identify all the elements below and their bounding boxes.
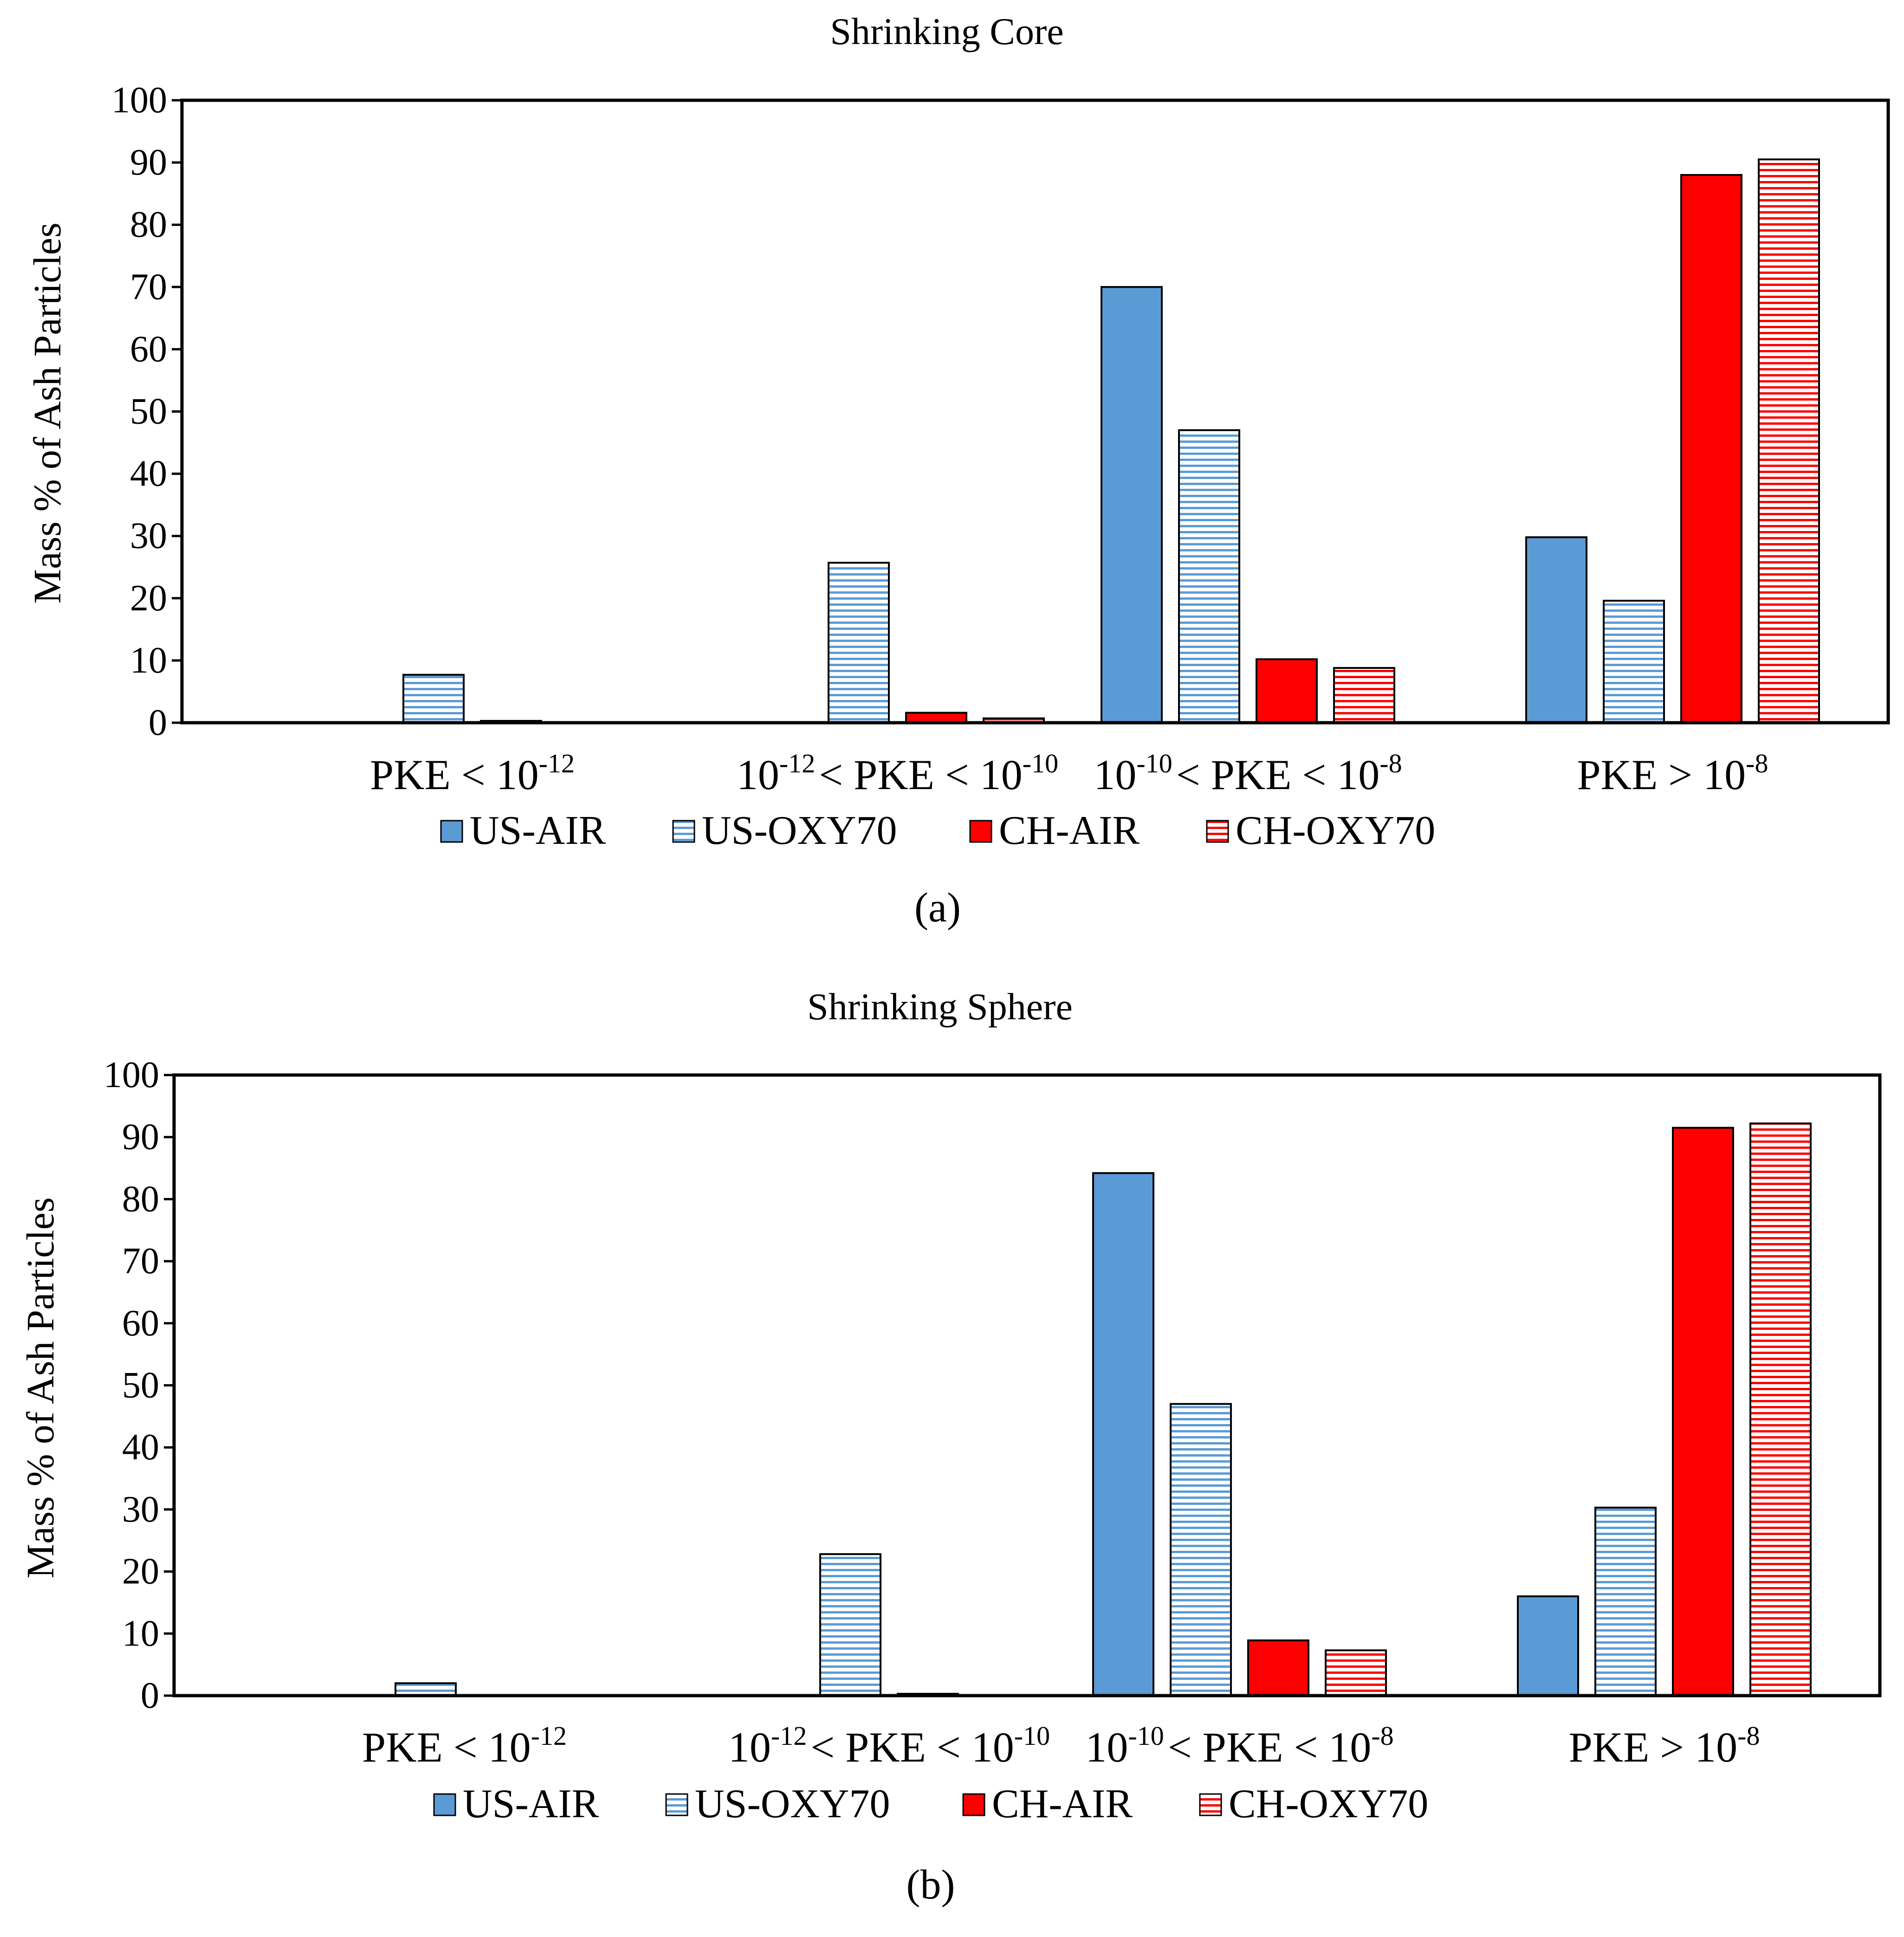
y-tick-label: 50	[130, 391, 167, 432]
bar-ch-air-2	[1247, 1639, 1309, 1697]
legend-swatch	[440, 820, 463, 843]
category-label: 10-10< PKE < 10-8	[1085, 1721, 1393, 1771]
legend-swatch	[969, 820, 992, 843]
legend-swatch	[433, 1793, 456, 1816]
category-labels-b: PKE < 10-12 10-12< PKE < 10-10 10-10< PKE …	[362, 1721, 1760, 1771]
y-tick-label: 50	[122, 1365, 159, 1406]
y-ticks-b: 0 10 20 30 40 50 60 70 80 90 100	[104, 1055, 174, 1716]
y-tick-label: 60	[122, 1303, 159, 1344]
legend-label: CH-AIR	[999, 808, 1140, 853]
y-tick-label: 80	[130, 204, 167, 245]
y-tick-label: 90	[122, 1117, 159, 1158]
bar-us-air-3	[1525, 536, 1587, 724]
y-ticks-a: 0 10 20 30 40 50 60 70 80 90 100	[111, 80, 182, 743]
bar-ch-air-3	[1680, 174, 1742, 724]
category-label: 10-12< PKE < 10-10	[728, 1721, 1050, 1771]
caption-a: (a)	[914, 885, 961, 931]
y-tick-label: 0	[149, 702, 167, 743]
y-tick-label: 30	[122, 1489, 159, 1530]
legend-b: US-AIR US-OXY70 CH-AIR CH-OXY70	[433, 1782, 1428, 1827]
legend-label: US-AIR	[470, 808, 606, 853]
bar-us-oxy70-2	[1170, 1403, 1232, 1697]
bar-us-air-2	[1092, 1172, 1154, 1697]
legend-swatch	[665, 1793, 688, 1816]
bar-ch-oxy70-2	[1325, 1649, 1387, 1697]
legend-swatch	[962, 1793, 985, 1816]
y-tick-label: 70	[122, 1241, 159, 1282]
legend-swatch	[672, 820, 695, 843]
legend-swatch	[1206, 820, 1229, 843]
y-tick-label: 10	[130, 640, 167, 681]
legend-label: CH-OXY70	[1236, 808, 1435, 853]
category-labels-a: PKE < 10-12 10-12< PKE < 10-10 10-10< PKE …	[370, 748, 1768, 798]
legend-label: US-AIR	[463, 1782, 599, 1827]
category-label: PKE > 10-8	[1577, 748, 1768, 798]
bar-ch-air-3	[1672, 1127, 1734, 1697]
category-label: PKE > 10-8	[1568, 1721, 1760, 1771]
y-tick-label: 80	[122, 1179, 159, 1219]
chart-panel-b: Shrinking Sphere Mass % of Ash Particles…	[19, 985, 1882, 1908]
bar-ch-air-2	[1256, 658, 1318, 724]
bars-a	[402, 158, 1820, 724]
plot-frame-a	[180, 98, 1890, 725]
bar-us-oxy70-3	[1603, 600, 1665, 724]
y-tick-label: 0	[141, 1675, 159, 1716]
chart-title-a: Shrinking Core	[830, 10, 1063, 52]
legend-swatch	[1199, 1793, 1222, 1816]
y-tick-label: 100	[104, 1055, 159, 1095]
bar-ch-oxy70-3	[1749, 1122, 1812, 1697]
y-tick-label: 30	[130, 516, 167, 557]
category-label: PKE < 10-12	[362, 1721, 567, 1771]
bar-us-oxy70-1	[828, 562, 890, 724]
bar-ch-oxy70-3	[1758, 158, 1820, 724]
y-tick-label: 60	[130, 329, 167, 369]
bar-us-oxy70-1	[819, 1553, 881, 1697]
bar-us-air-3	[1517, 1595, 1579, 1697]
y-tick-label: 40	[122, 1427, 159, 1468]
y-tick-label: 90	[130, 142, 167, 183]
legend-label: US-OXY70	[702, 808, 897, 853]
plot-frame-b	[172, 1073, 1882, 1697]
chart-title-b: Shrinking Sphere	[807, 985, 1073, 1028]
legend-label: CH-OXY70	[1229, 1782, 1428, 1827]
y-tick-label: 20	[122, 1551, 159, 1592]
bar-ch-oxy70-2	[1333, 667, 1395, 724]
y-tick-label: 10	[122, 1613, 159, 1654]
y-tick-label: 100	[111, 80, 167, 121]
legend-label: US-OXY70	[695, 1782, 890, 1827]
category-label: PKE < 10-12	[370, 748, 575, 798]
category-label: 10-10< PKE < 10-8	[1094, 748, 1402, 798]
y-tick-label: 20	[130, 578, 167, 619]
bar-us-oxy70-2	[1178, 429, 1240, 724]
bar-us-oxy70-0	[395, 1682, 457, 1697]
bar-us-oxy70-3	[1594, 1506, 1657, 1697]
legend-label: CH-AIR	[992, 1782, 1133, 1827]
y-tick-label: 70	[130, 266, 167, 307]
legend-a: US-AIR US-OXY70 CH-AIR CH-OXY70	[440, 808, 1435, 853]
y-tick-label: 40	[130, 453, 167, 494]
chart-panel-a: Shrinking Core Mass % of Ash Particles 0…	[26, 10, 1890, 931]
y-axis-label-a: Mass % of Ash Particles	[26, 222, 69, 603]
bar-us-air-2	[1101, 286, 1163, 724]
bar-us-oxy70-0	[402, 674, 465, 724]
category-label: 10-12< PKE < 10-10	[737, 748, 1058, 798]
bars-b	[395, 1122, 1812, 1697]
y-axis-label-b: Mass % of Ash Particles	[19, 1197, 62, 1578]
caption-b: (b)	[907, 1862, 955, 1908]
